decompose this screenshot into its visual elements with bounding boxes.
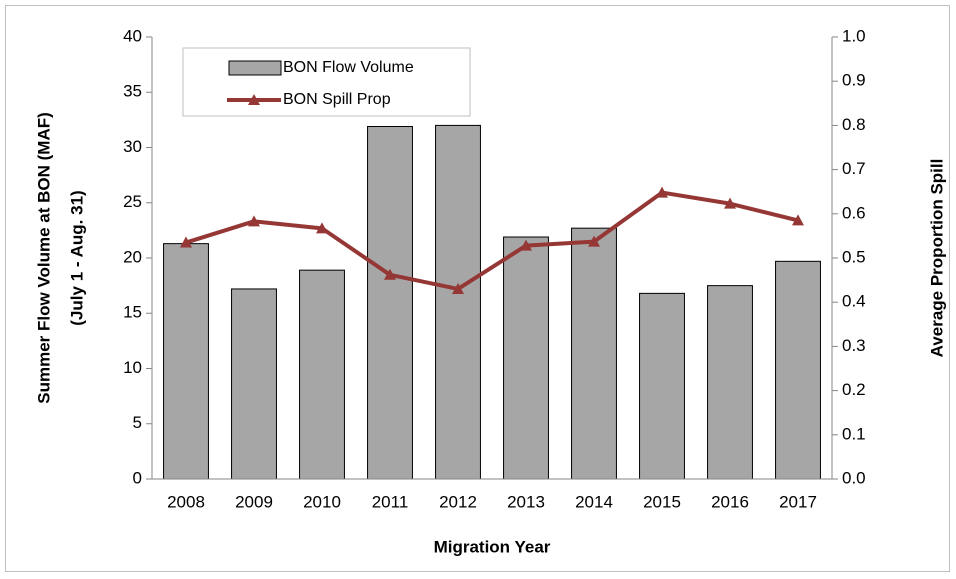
line [185,190,799,291]
bar [299,269,345,480]
y-tick-label: 30 [123,137,142,156]
x-tick-label: 2015 [643,492,681,511]
y2-tick-label: 1.0 [842,26,866,45]
marker [384,268,396,280]
y2-tick-label: 0.0 [842,468,866,487]
x-tick-label: 2008 [167,492,205,511]
y2-tick-label: 0.8 [842,115,866,134]
y2-tick-label: 0.3 [842,336,866,355]
legend-swatch [228,60,282,76]
y-tick-label: 20 [123,247,142,266]
y2-tick-label: 0.9 [842,71,866,90]
legend-label: BON Flow Volume [283,59,414,76]
x-tick-label: 2017 [779,492,817,511]
bar [163,243,209,480]
bar [367,126,413,480]
x-tick-label: 2010 [303,492,341,511]
y-tick-label: 25 [123,192,142,211]
bar [503,236,549,480]
legend-marker [248,94,260,105]
y-axis-title: (July 1 - Aug. 31) [67,190,86,325]
bar [639,292,685,480]
y-tick-label: 15 [123,303,142,322]
x-tick-label: 2012 [439,492,477,511]
bar [707,285,753,480]
y2-tick-label: 0.4 [842,292,866,311]
legend-label: BON Spill Prop [283,91,391,108]
marker [792,214,804,226]
marker [180,236,192,248]
x-tick-label: 2011 [372,492,409,511]
y-tick-label: 40 [123,26,142,45]
y-axis-title: Summer Flow Volume at BON (MAF) [34,112,53,404]
x-tick-label: 2013 [507,492,545,511]
y-tick-label: 35 [123,82,142,101]
bar [775,260,821,480]
marker [316,222,328,234]
y2-tick-label: 0.7 [842,159,866,178]
x-tick-label: 2016 [711,492,749,511]
legend-box [182,47,471,117]
marker [520,239,532,251]
x-tick-label: 2009 [235,492,273,511]
x-axis-title: Migration Year [434,537,551,556]
y2-tick-label: 0.1 [842,424,866,443]
x-tick-label: 2014 [575,492,613,511]
y-tick-label: 10 [123,358,142,377]
y2-tick-label: 0.5 [842,247,866,266]
y-tick-label: 5 [133,413,142,432]
y2-axis-title: Average Proportion Spill [927,159,946,358]
marker [656,186,668,198]
bar [231,288,277,480]
bar [571,227,617,480]
bar [435,124,481,480]
marker [724,197,736,209]
y-tick-label: 0 [133,468,142,487]
y2-tick-label: 0.6 [842,203,866,222]
y2-tick-label: 0.2 [842,380,866,399]
marker [588,235,600,247]
marker [452,282,464,294]
marker [248,215,260,227]
